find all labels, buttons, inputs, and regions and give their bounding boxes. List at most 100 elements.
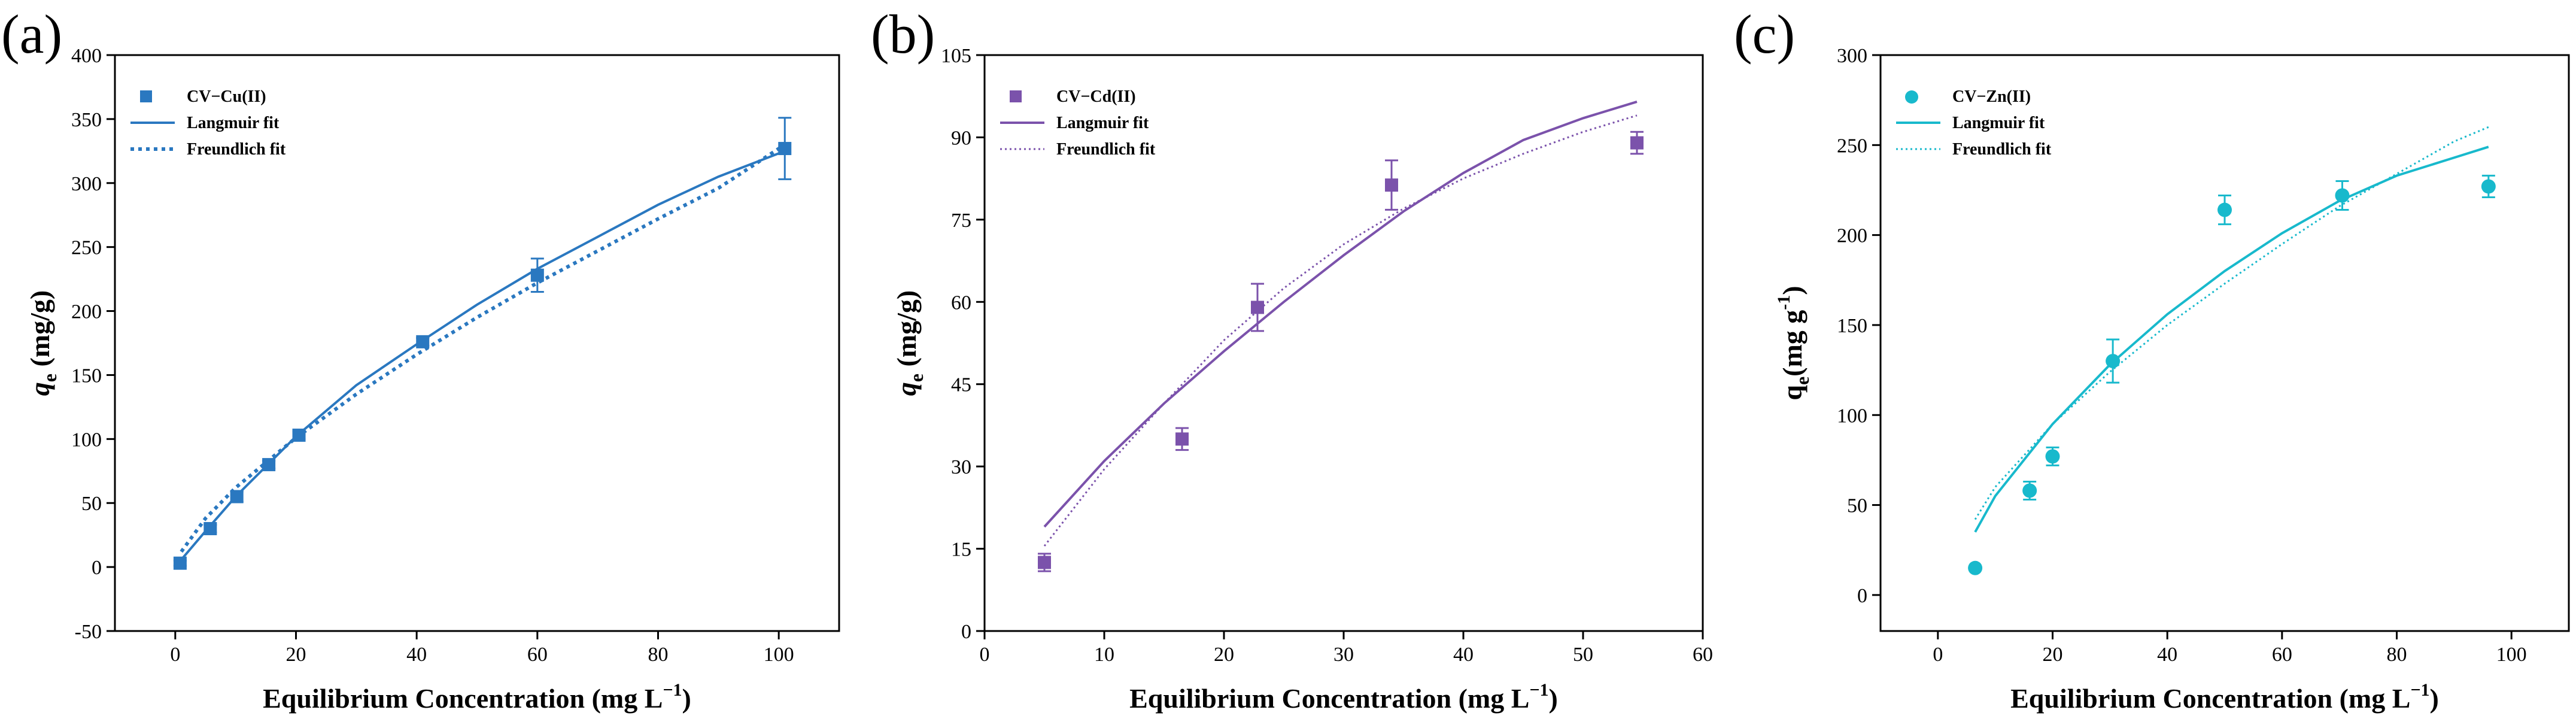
freundlich-fit-line [1974,126,2489,520]
chart-panel-1: 0 20 40 60 80 100 -50 0 50 100 150 200 250 300 350 400 (… [1,4,840,714]
y-axis-label-main: q [1777,385,1808,401]
y-tick-label: 300 [1837,45,1867,67]
legend-label-langmuir: Langmuir fit [1056,114,1149,132]
y-tick-label: 150 [1837,315,1867,337]
plot-frame [114,54,840,632]
legend-label-data: CV−Zn(II) [1952,87,2031,106]
x-axis-label: Equilibrium Concentration (mg L−1) [1129,680,1558,714]
data-point [416,335,430,348]
x-tick-label: 0 [1933,644,1943,666]
data-point [292,428,306,442]
x-tick-label: 30 [1333,644,1354,666]
x-tick-label: 50 [1573,644,1593,666]
y-axis-label-sub: e [906,374,927,382]
freundlich-fit-line [180,143,786,553]
x-tick-label: 80 [648,644,669,666]
y-tick-label: 50 [81,493,102,515]
y-tick-label: 0 [1857,585,1867,607]
y-axis-label: qe(mg g-1) [1774,286,1813,400]
x-tick-label: 20 [2043,644,2063,666]
langmuir-fit-line [177,150,786,564]
x-tick-label: 20 [286,644,306,666]
data-point [173,556,187,570]
y-axis-label-sub: e [1791,377,1813,385]
x-tick-label: 40 [2157,644,2177,666]
y-tick-label: 60 [951,292,971,314]
y-axis-label-sup: -1 [1774,295,1794,310]
x-axis-label-close: ) [2430,683,2439,714]
x-tick-label: 80 [2387,644,2407,666]
y-axis-label-rest: (mg/g) [891,290,922,374]
y-tick-label: 250 [71,237,102,259]
x-tick-label: 60 [1693,644,1713,666]
plot-frame [1879,54,2570,632]
y-tick-label: 400 [71,45,102,67]
y-tick-label: 100 [71,429,102,451]
y-axis-label-rest: (mg/g) [25,290,55,374]
y-axis-label-close: ) [1777,286,1808,295]
legend-label-freundlich: Freundlich fit [1056,140,1156,159]
x-tick-label: 60 [2272,644,2292,666]
legend-label-langmuir: Langmuir fit [187,114,280,132]
x-axis-label-sup: −1 [1529,680,1548,700]
freundlich-fit-line [1043,114,1638,547]
langmuir-fit-line [1043,100,1638,528]
y-tick-label: 250 [1837,135,1867,157]
y-tick-label: 150 [71,365,102,387]
legend-label-freundlich: Freundlich fit [187,140,286,159]
y-axis-label: qe (mg/g) [25,290,60,396]
y-axis-label-main: q [891,382,922,396]
chart-panel-3: 0 20 40 60 80 100 0 50 100 150 200 250 300 (c) Equilib… [1734,4,2570,714]
y-tick-label: 75 [951,210,971,232]
x-tick-label: 0 [170,644,180,666]
legend-label-langmuir: Langmuir fit [1952,114,2045,132]
y-tick-label: 45 [951,374,971,396]
data-point [2481,179,2496,194]
x-axis-label-close: ) [682,683,691,714]
legend-marker [140,90,152,102]
data-point [2335,188,2350,203]
y-axis-label-main: q [25,382,55,396]
y-tick-label: 90 [951,127,971,149]
chart-panel-2: 0 10 20 30 40 50 60 0 15 30 45 60 75 90 105 (b) Equilibr… [871,4,1713,714]
data-point [2106,354,2121,369]
data-point [1385,178,1398,192]
x-tick-label: 40 [406,644,427,666]
x-tick-label: 20 [1214,644,1234,666]
y-tick-label: 200 [71,301,102,323]
x-tick-label: 10 [1094,644,1114,666]
langmuir-fit-line [1974,145,2489,533]
x-axis-label-main: Equilibrium Concentration (mg L [1129,683,1529,714]
x-axis-label: Equilibrium Concentration (mg L−1) [263,680,691,714]
data-point [203,521,217,535]
panel-label: (c) [1734,4,1795,65]
x-axis-label: Equilibrium Concentration (mg L−1) [2010,680,2439,714]
y-tick-label: 100 [1837,405,1867,427]
y-tick-label: 50 [1847,495,1867,517]
y-tick-label: 0 [961,621,971,643]
y-tick-label: 0 [92,557,102,579]
x-tick-label: 60 [527,644,548,666]
legend-marker [1010,90,1022,102]
y-axis-label: qe (mg/g) [891,290,927,396]
x-axis-label-close: ) [1549,683,1558,714]
x-axis-label-main: Equilibrium Concentration (mg L [2010,683,2410,714]
legend-label-freundlich: Freundlich fit [1952,140,2052,159]
y-tick-label: 200 [1837,225,1867,247]
data-point [1251,301,1264,314]
x-tick-label: 100 [764,644,794,666]
data-point [1968,560,1983,575]
data-point [1630,136,1644,150]
x-axis-label-main: Equilibrium Concentration (mg L [263,683,663,714]
legend-label-data: CV−Cu(II) [187,87,266,106]
y-axis-label-sub: e [39,374,60,382]
data-point [2022,483,2037,498]
x-tick-label: 40 [1453,644,1474,666]
x-axis-label-sup: −1 [663,680,682,700]
data-point [2217,202,2232,217]
y-axis-label-rest: (mg g [1777,310,1808,377]
data-point [262,458,276,472]
panel-label: (b) [871,4,935,65]
x-tick-label: 100 [2496,644,2527,666]
panel-label: (a) [1,4,62,65]
